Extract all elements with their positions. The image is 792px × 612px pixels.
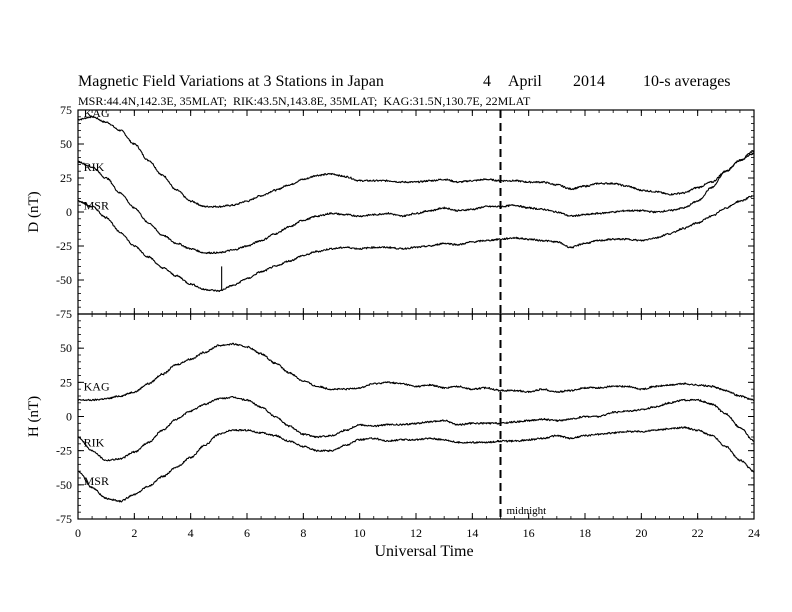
series-label-kag: KAG	[84, 106, 110, 120]
series-label-kag: KAG	[84, 380, 110, 394]
x-tick-label: 12	[410, 526, 422, 540]
panel-d: -75 -50 -25 0 25 50 75 D (nT) KAG RIK MSR	[26, 103, 755, 321]
x-tick-label: 18	[579, 526, 591, 540]
x-tick-label: 22	[692, 526, 704, 540]
y-tick-label: 25	[60, 375, 72, 389]
y-tick-label: -25	[56, 239, 72, 253]
y-tick-label: 0	[66, 410, 72, 424]
date-month: April	[508, 73, 542, 90]
series-line-msr	[77, 426, 755, 503]
series-line-rik	[78, 396, 755, 462]
station-info: MSR:44.4N,142.3E, 35MLAT; RIK:43.5N,143.…	[78, 94, 531, 108]
y-tick-label: 50	[60, 341, 72, 355]
series-label-msr: MSR	[84, 474, 109, 488]
date-day: 4	[483, 73, 491, 90]
y-tick-label: -25	[56, 444, 72, 458]
series-line-kag	[77, 342, 755, 402]
y-tick-label: 25	[60, 171, 72, 185]
x-tick-label: 14	[466, 526, 478, 540]
chart-title: Magnetic Field Variations at 3 Stations …	[78, 73, 384, 90]
y-tick-label: 75	[60, 103, 72, 117]
series-label-rik: RIK	[84, 436, 105, 450]
x-tick-label: 20	[635, 526, 647, 540]
y-tick-label: -50	[56, 273, 72, 287]
series-line-msr	[77, 195, 755, 293]
x-tick-label: 0	[75, 526, 81, 540]
y-tick-label: -75	[56, 307, 72, 321]
y-tick-label: 50	[60, 137, 72, 151]
y-tick-label: -75	[56, 512, 72, 526]
y-axis-label: D (nT)	[26, 191, 42, 232]
averaging-label: 10-s averages	[643, 73, 731, 90]
x-axis-label: Universal Time	[374, 543, 473, 560]
series-label-msr: MSR	[84, 198, 109, 212]
series-label-rik: RIK	[84, 160, 105, 174]
x-tick-label: 6	[244, 526, 250, 540]
x-tick-label: 8	[300, 526, 306, 540]
y-tick-label: 0	[66, 205, 72, 219]
x-tick-label: 4	[188, 526, 194, 540]
panel-frame	[77, 313, 755, 520]
x-tick-label: 2	[131, 526, 137, 540]
midnight-label: midnight	[507, 505, 547, 517]
date-year: 2014	[573, 73, 605, 90]
x-tick-label: 10	[354, 526, 366, 540]
x-tick-label: 24	[748, 526, 760, 540]
series-line-rik	[77, 152, 755, 255]
x-tick-label: 16	[523, 526, 535, 540]
series-line-kag	[77, 115, 755, 208]
y-axis-label: H (nT)	[26, 396, 42, 437]
y-tick-label: -50	[56, 478, 72, 492]
